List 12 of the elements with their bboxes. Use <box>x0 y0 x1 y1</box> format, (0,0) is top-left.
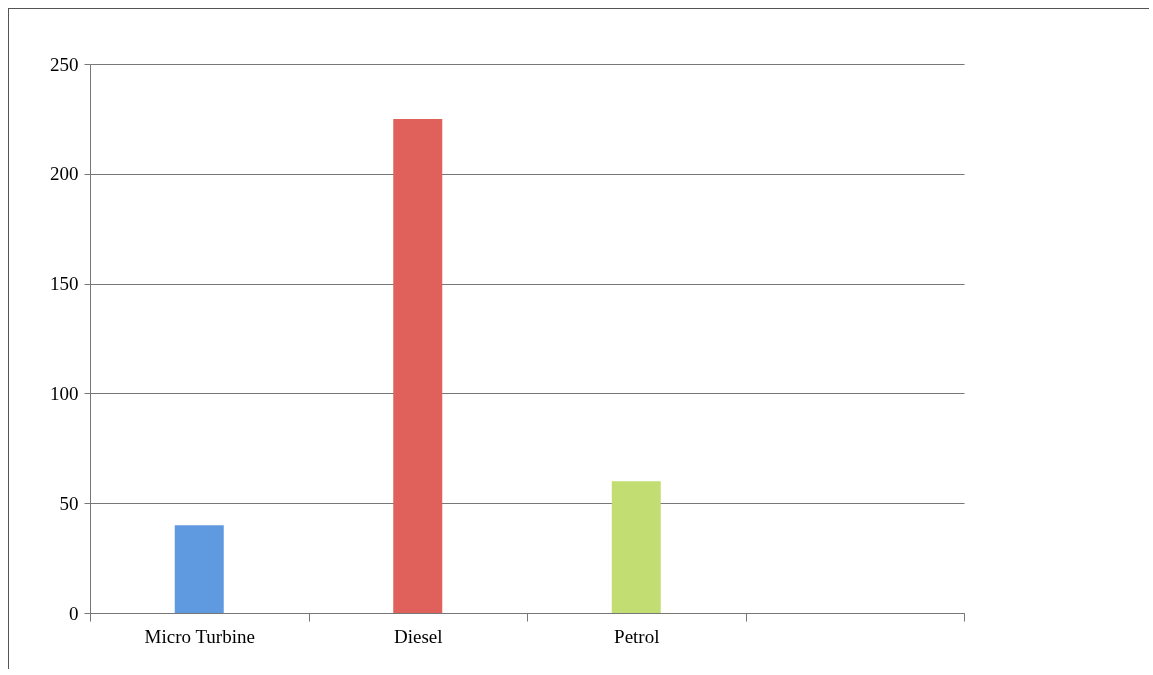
y-tick-label: 100 <box>50 382 79 404</box>
bar <box>393 118 443 613</box>
y-tick-label: 0 <box>69 602 79 624</box>
y-tick-label: 50 <box>59 492 79 514</box>
x-tick-label: Micro Turbine <box>144 625 255 647</box>
y-tick-label: 250 <box>50 53 79 75</box>
bar <box>611 481 661 613</box>
y-tick-label: 150 <box>50 273 79 295</box>
x-tick-label: Petrol <box>614 625 660 647</box>
y-tick-label: 200 <box>50 163 79 185</box>
x-tick-label: Diesel <box>393 625 443 647</box>
bar <box>174 525 224 613</box>
